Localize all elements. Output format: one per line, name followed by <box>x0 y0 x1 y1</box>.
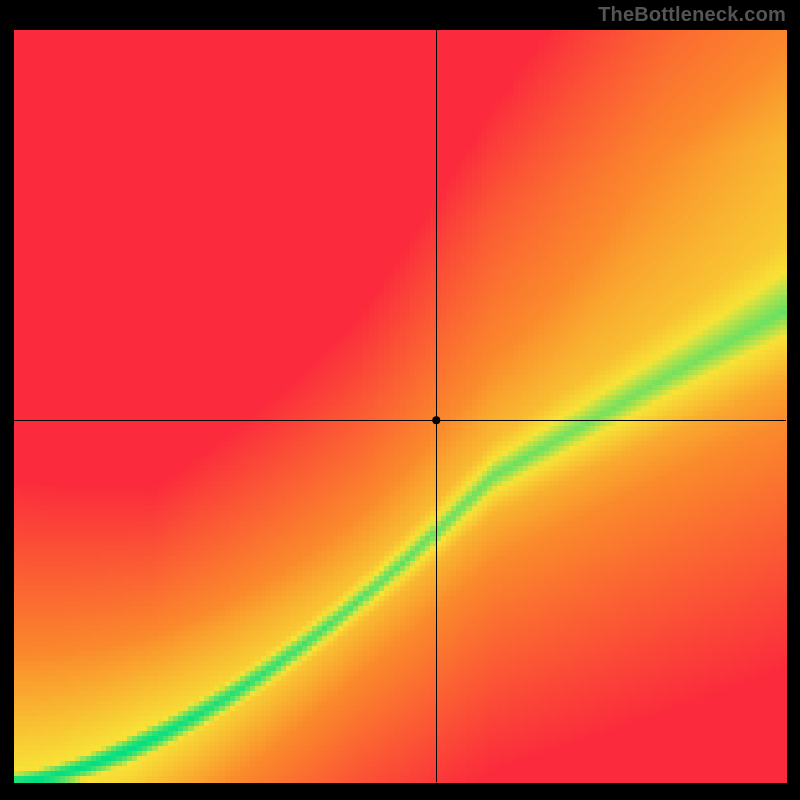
bottleneck-heatmap <box>0 0 800 800</box>
watermark-text: TheBottleneck.com <box>598 4 786 27</box>
